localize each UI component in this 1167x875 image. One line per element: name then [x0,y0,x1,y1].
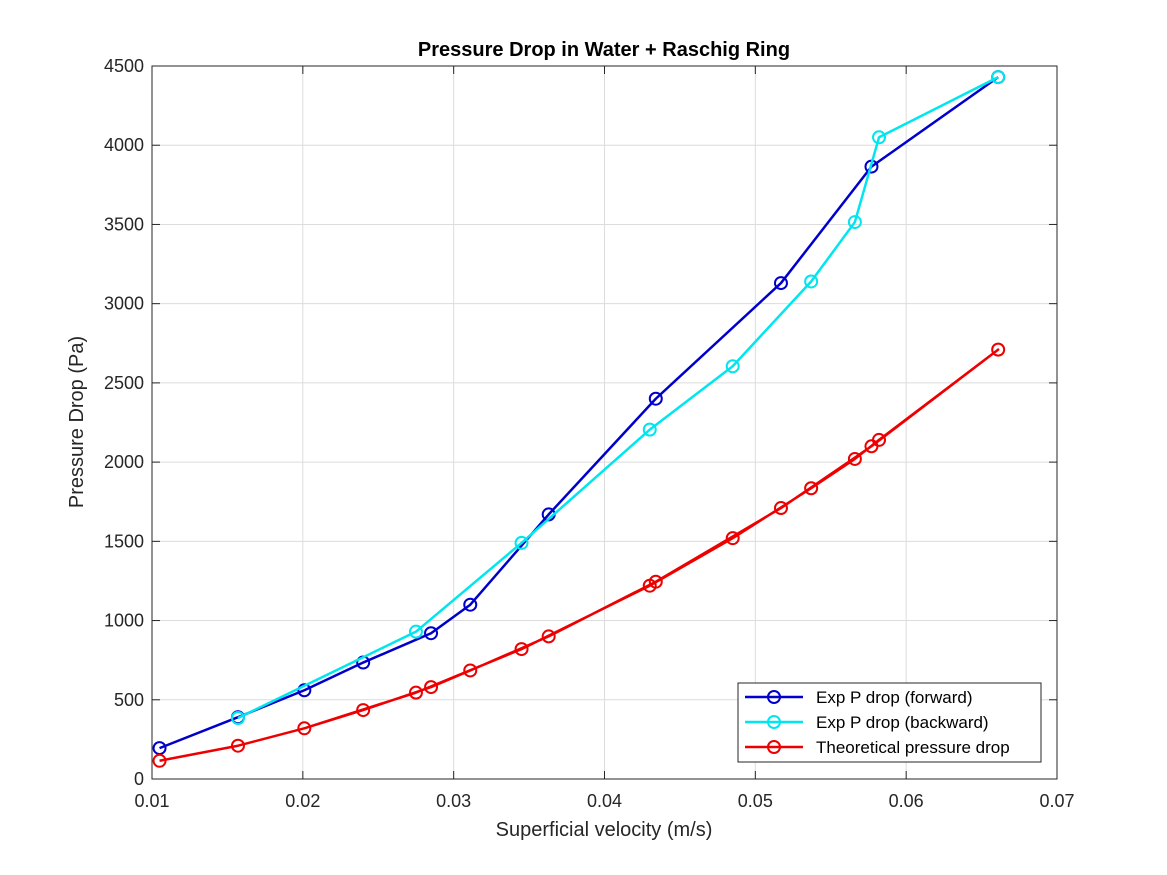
data-point [773,501,788,516]
data-point [642,422,657,437]
data-point [408,624,423,639]
x-tick-label: 0.03 [436,791,471,811]
legend-marker-backward [767,715,781,729]
data-point [648,391,663,406]
y-tick-label: 1500 [104,531,144,551]
legend-label-forward: Exp P drop (forward) [816,688,973,707]
x-tick-label: 0.04 [587,791,622,811]
x-tick-label: 0.07 [1039,791,1074,811]
y-tick-label: 0 [134,769,144,789]
data-point [356,703,371,718]
y-tick-label: 2500 [104,373,144,393]
series-line [159,348,1000,763]
legend-marker-forward [767,690,781,704]
data-point [991,342,1006,357]
series-1 [230,70,1006,725]
y-tick-label: 500 [114,690,144,710]
data-point [872,432,887,447]
y-tick-label: 4500 [104,56,144,76]
data-point [230,710,245,725]
series-group [152,70,1006,768]
x-tick-label: 0.05 [738,791,773,811]
legend-label-theoretical: Theoretical pressure drop [816,738,1010,757]
grid [152,66,1057,779]
data-point [847,451,862,466]
x-tick-label: 0.06 [889,791,924,811]
data-point [514,535,529,550]
series-line [159,76,999,750]
legend: Exp P drop (forward) Exp P drop (backwar… [737,682,1042,763]
data-point [773,276,788,291]
data-point [872,130,887,145]
data-point [463,597,478,612]
data-point [408,685,423,700]
x-axis-label: Superficial velocity (m/s) [496,819,713,841]
data-point [297,721,312,736]
data-point [424,680,439,695]
y-tick-label: 3500 [104,214,144,234]
x-tick-label: 0.01 [134,791,169,811]
data-point [297,683,312,698]
data-point [514,642,529,657]
legend-marker-theoretical [767,740,781,754]
data-point [152,753,167,768]
data-point [804,274,819,289]
data-point [230,738,245,753]
y-tick-label: 2000 [104,452,144,472]
x-tick-label: 0.02 [285,791,320,811]
data-point [648,574,663,589]
data-point [725,359,740,374]
y-axis-label: Pressure Drop (Pa) [66,336,88,508]
data-point [725,531,740,546]
axis-ticks: 0.01 0.02 0.03 0.04 0.05 0.06 0.07 0 500 1000 1500… [104,56,1075,811]
data-point [541,629,556,644]
data-point [424,626,439,641]
series-2 [152,342,1006,768]
legend-entry-theoretical: Theoretical pressure drop [745,738,1010,757]
chart-title: Pressure Drop in Water + Raschig Ring [418,39,790,61]
data-point [463,663,478,678]
data-point [847,215,862,230]
data-point [991,70,1006,85]
y-tick-label: 4000 [104,135,144,155]
y-tick-label: 1000 [104,611,144,631]
data-point [804,481,819,496]
legend-entry-backward: Exp P drop (backward) [745,713,989,732]
legend-label-backward: Exp P drop (backward) [816,713,989,732]
series-line [237,75,999,720]
y-tick-label: 3000 [104,294,144,314]
legend-entry-forward: Exp P drop (forward) [745,688,973,707]
